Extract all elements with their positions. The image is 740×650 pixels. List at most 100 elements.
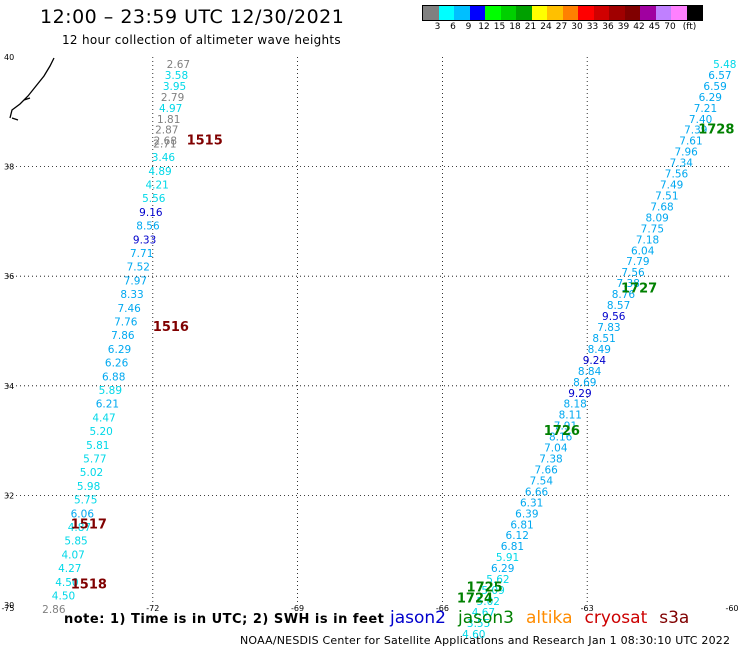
wave-height-label: 2.86 bbox=[42, 604, 66, 616]
track-label: 1726 bbox=[544, 424, 580, 439]
wave-height-label: 4.89 bbox=[148, 166, 171, 178]
wave-height-label: 8.09 bbox=[645, 212, 668, 224]
wave-height-label: 5.85 bbox=[64, 536, 87, 548]
wave-height-label: 6.81 bbox=[501, 541, 524, 553]
wave-height-label: 9.29 bbox=[568, 388, 591, 400]
color-swatch bbox=[516, 6, 532, 20]
wave-height-label: 6.21 bbox=[96, 399, 119, 411]
wave-height-label: 8.11 bbox=[559, 410, 582, 422]
wave-height-label: 7.61 bbox=[679, 136, 702, 148]
color-scale-label: 24 bbox=[540, 22, 552, 32]
y-tick-label: 34 bbox=[4, 382, 14, 391]
chart-subtitle: 12 hour collection of altimeter wave hei… bbox=[62, 33, 341, 47]
wave-height-label: 7.21 bbox=[694, 103, 717, 115]
x-tick-label: -72 bbox=[146, 604, 159, 613]
wave-height-label: 7.71 bbox=[130, 248, 153, 260]
y-tick-label: 40 bbox=[4, 53, 14, 62]
wave-height-label: 2.67 bbox=[167, 59, 190, 71]
wave-height-label: 7.56 bbox=[621, 267, 645, 279]
wave-height-label: 6.29 bbox=[699, 92, 722, 104]
track-label: 1724 bbox=[457, 591, 493, 606]
wave-height-label: 7.79 bbox=[626, 256, 649, 268]
wave-height-label: 6.39 bbox=[515, 508, 538, 520]
legend-jason3: jason3 bbox=[458, 608, 514, 628]
color-swatch bbox=[578, 6, 594, 20]
wave-height-label: 5.75 bbox=[74, 495, 97, 507]
track-label: 1515 bbox=[187, 134, 223, 149]
wave-height-label: 5.62 bbox=[486, 574, 509, 586]
wave-height-label: 4.07 bbox=[61, 549, 84, 561]
wave-height-label: 5.81 bbox=[86, 440, 109, 452]
wave-height-label: 7.96 bbox=[674, 147, 698, 159]
wave-height-label: 4.50 bbox=[52, 591, 75, 603]
color-scale-label: 15 bbox=[493, 22, 506, 32]
color-swatch bbox=[655, 6, 671, 20]
footer-note: note: 1) Time is in UTC; 2) SWH is in fe… bbox=[64, 612, 385, 627]
wave-height-label: 5.77 bbox=[83, 454, 106, 466]
color-scale-label: 6 bbox=[450, 22, 456, 32]
wave-height-label: 7.38 bbox=[539, 454, 562, 466]
wave-height-label: 5.56 bbox=[142, 193, 166, 205]
wave-height-label: 6.06 bbox=[71, 508, 95, 520]
wave-height-label: 8.16 bbox=[549, 432, 573, 444]
color-swatch bbox=[454, 6, 470, 20]
track-label: 1517 bbox=[71, 517, 107, 532]
wave-height-label: 7.34 bbox=[670, 158, 694, 170]
wave-height-label: 9.33 bbox=[133, 234, 156, 246]
wave-height-label: 6.59 bbox=[703, 81, 726, 93]
x-tick-label: -66 bbox=[436, 604, 449, 613]
wave-height-label: 8.56 bbox=[136, 221, 160, 233]
color-swatch bbox=[686, 6, 702, 20]
wave-height-label: 7.68 bbox=[650, 201, 673, 213]
wave-height-label: 6.57 bbox=[708, 70, 731, 82]
color-scale-bar bbox=[422, 5, 703, 21]
color-swatch bbox=[438, 6, 454, 20]
wave-height-label: 6.26 bbox=[105, 358, 129, 370]
wave-height-label: 7.86 bbox=[111, 330, 135, 342]
color-swatch bbox=[562, 6, 578, 20]
color-scale-label: (ft) bbox=[682, 22, 697, 32]
wave-height-label: 5.48 bbox=[713, 59, 736, 71]
color-swatch bbox=[593, 6, 609, 20]
legend-altika: altika bbox=[526, 608, 573, 628]
wave-height-label: 7.83 bbox=[597, 322, 620, 334]
y-tick-label: 32 bbox=[4, 491, 14, 500]
x-tick-label: -60 bbox=[725, 604, 738, 613]
color-scale-label: 30 bbox=[571, 22, 583, 32]
wave-height-label: 8.51 bbox=[592, 333, 615, 345]
x-tick-label: -69 bbox=[291, 604, 304, 613]
color-scale-label: 18 bbox=[509, 22, 521, 32]
wave-height-label: 8.84 bbox=[578, 366, 602, 378]
wave-height-label: 7.38 bbox=[617, 278, 640, 290]
color-scale-label: 45 bbox=[648, 22, 661, 32]
wave-height-label: 7.54 bbox=[530, 475, 554, 487]
track-label: 1516 bbox=[153, 320, 189, 335]
wave-height-label: 7.18 bbox=[636, 234, 659, 246]
wave-height-label: 6.81 bbox=[510, 519, 533, 531]
wave-height-label: 7.76 bbox=[114, 317, 138, 329]
coastline bbox=[9, 57, 55, 121]
wave-height-label: 7.51 bbox=[655, 190, 678, 202]
wave-height-label: 3.58 bbox=[165, 70, 188, 82]
satellite-legend: jason2 jason3 altika cryosat s3a bbox=[390, 608, 701, 628]
color-scale-label: 21 bbox=[524, 22, 537, 32]
color-scale-label: 36 bbox=[602, 22, 614, 32]
y-tick-label: 30 bbox=[4, 601, 14, 610]
color-swatch bbox=[485, 6, 501, 20]
wave-height-label: 4.47 bbox=[92, 412, 115, 424]
wave-height-label: 7.46 bbox=[117, 303, 141, 315]
wave-height-label: 7.52 bbox=[127, 262, 150, 274]
wave-height-label: 8.57 bbox=[607, 300, 630, 312]
wave-height-label: 6.66 bbox=[525, 486, 549, 498]
wave-height-label: 6.29 bbox=[108, 344, 131, 356]
wave-height-label: 8.18 bbox=[563, 399, 586, 411]
color-swatch bbox=[547, 6, 563, 20]
color-scale-labels: 3 6 9 12 15 18 21 24 27 30 33 36 39 42 45 70 (ft) bbox=[422, 22, 732, 34]
color-swatch bbox=[500, 6, 516, 20]
wave-height-label: 5.98 bbox=[77, 481, 100, 493]
wave-height-label: 5.91 bbox=[496, 552, 519, 564]
color-swatch bbox=[609, 6, 625, 20]
wave-height-label: 7.66 bbox=[534, 464, 558, 476]
credit-line: NOAA/NESDIS Center for Satellite Applica… bbox=[240, 634, 731, 647]
track-label: 1725 bbox=[467, 580, 503, 595]
